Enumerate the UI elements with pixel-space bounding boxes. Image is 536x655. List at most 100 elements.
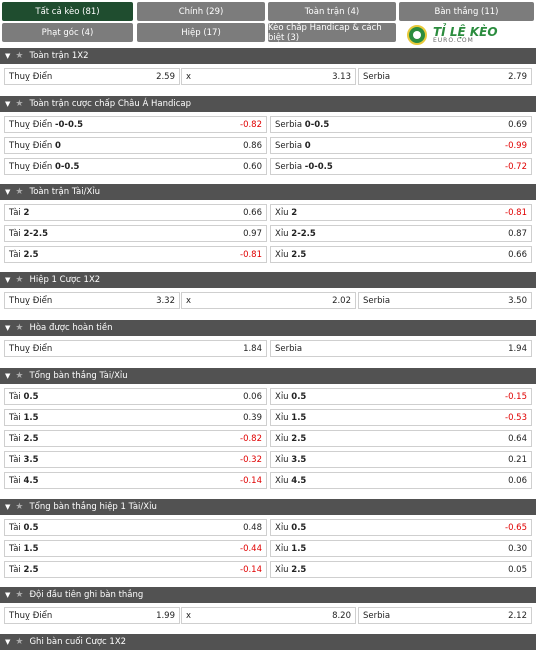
section-header[interactable]: ▼ ★ Toàn trận cược chấp Châu Á Handicap bbox=[0, 96, 536, 112]
odds-cell[interactable]: Thuỵ Điển 0-0.5 0.60 bbox=[4, 158, 267, 175]
odds-row: Tài 2.5 -0.14 Xỉu 2.5 0.05 bbox=[0, 561, 536, 582]
odds-value: 0.21 bbox=[508, 454, 527, 465]
odds-cell[interactable]: Tài 1.5 -0.44 bbox=[4, 540, 267, 557]
odds-cell[interactable]: Xỉu 1.5 0.30 bbox=[270, 540, 532, 557]
tab-2[interactable]: Chính (29) bbox=[137, 2, 265, 21]
handicap-line: 2.5 bbox=[23, 249, 39, 260]
section-header[interactable]: ▼ ★ Tổng bàn thắng Tài/Xỉu bbox=[0, 368, 536, 384]
odds-value: 2.79 bbox=[508, 71, 527, 82]
tab-1[interactable]: Tất cả kèo (81) bbox=[2, 2, 133, 21]
odds-cell[interactable]: Xỉu 4.5 0.06 bbox=[270, 472, 532, 489]
odds-cell[interactable]: Serbia 0 -0.99 bbox=[270, 137, 532, 154]
odds-cell[interactable]: Tài 2.5 -0.14 bbox=[4, 561, 267, 578]
section-title: Toàn trận cược chấp Châu Á Handicap bbox=[29, 99, 192, 109]
section-title: Hòa được hoàn tiền bbox=[29, 323, 113, 333]
odds-cell[interactable]: Tài 0.5 0.06 bbox=[4, 388, 267, 405]
odds-cell[interactable]: Xỉu 3.5 0.21 bbox=[270, 451, 532, 468]
star-icon[interactable]: ★ bbox=[15, 502, 24, 512]
star-icon[interactable]: ★ bbox=[15, 99, 24, 109]
odds-cell[interactable]: Tài 4.5 -0.14 bbox=[4, 472, 267, 489]
odds-cell[interactable]: x 8.20 bbox=[181, 607, 356, 624]
section-header[interactable]: ▼ ★ Hòa được hoàn tiền bbox=[0, 320, 536, 336]
odds-row: Tài 0.5 0.48 Xỉu 0.5 -0.65 bbox=[0, 519, 536, 540]
tab-4[interactable]: Bàn thắng (11) bbox=[399, 2, 534, 21]
selection-label: Serbia bbox=[363, 295, 391, 306]
chevron-down-icon: ▼ bbox=[5, 591, 11, 599]
odds-cell[interactable]: Xỉu 2.5 0.05 bbox=[270, 561, 532, 578]
odds-row: Thuỵ Điển 1.99 x 8.20 Serbia 2.12 bbox=[0, 607, 536, 628]
odds-cell[interactable]: Tài 2-2.5 0.97 bbox=[4, 225, 267, 242]
section-header[interactable]: ▼ ★ Toàn trận 1X2 bbox=[0, 48, 536, 64]
odds-cell[interactable]: Thuỵ Điển 3.32 bbox=[4, 292, 180, 309]
odds-cell[interactable]: Serbia -0-0.5 -0.72 bbox=[270, 158, 532, 175]
odds-row: Tài 2-2.5 0.97 Xỉu 2-2.5 0.87 bbox=[0, 225, 536, 246]
odds-cell[interactable]: Tài 2 0.66 bbox=[4, 204, 267, 221]
odds-row: Tài 4.5 -0.14 Xỉu 4.5 0.06 bbox=[0, 472, 536, 493]
odds-cell[interactable]: Serbia 0-0.5 0.69 bbox=[270, 116, 532, 133]
odds-cell[interactable]: Thuỵ Điển 2.59 bbox=[4, 68, 180, 85]
odds-value: -0.81 bbox=[505, 207, 527, 218]
odds-cell[interactable]: Xỉu 0.5 -0.15 bbox=[270, 388, 532, 405]
odds-value: 0.48 bbox=[243, 522, 262, 533]
odds-cell[interactable]: x 2.02 bbox=[181, 292, 356, 309]
tab-7[interactable]: Kèo chấp Handicap & cách biệt (3) bbox=[268, 23, 396, 43]
star-icon[interactable]: ★ bbox=[15, 275, 24, 285]
odds-value: 0.30 bbox=[508, 543, 527, 554]
star-icon[interactable]: ★ bbox=[15, 371, 24, 381]
section-header[interactable]: ▼ ★ Đội đầu tiên ghi bàn thắng bbox=[0, 587, 536, 603]
section-header[interactable]: ▼ ★ Tổng bàn thắng hiệp 1 Tài/Xỉu bbox=[0, 499, 536, 515]
tab-5[interactable]: Phạt góc (4) bbox=[2, 23, 133, 42]
odds-cell[interactable]: Serbia 2.12 bbox=[358, 607, 532, 624]
chevron-down-icon: ▼ bbox=[5, 638, 11, 646]
odds-row: Tài 0.5 0.06 Xỉu 0.5 -0.15 bbox=[0, 388, 536, 409]
section-title: Toàn trận 1X2 bbox=[29, 51, 89, 61]
odds-row: Tài 2.5 -0.82 Xỉu 2.5 0.64 bbox=[0, 430, 536, 451]
odds-cell[interactable]: Thuỵ Điển -0-0.5 -0.82 bbox=[4, 116, 267, 133]
star-icon[interactable]: ★ bbox=[15, 590, 24, 600]
star-icon[interactable]: ★ bbox=[15, 323, 24, 333]
odds-cell[interactable]: Xỉu 2-2.5 0.87 bbox=[270, 225, 532, 242]
handicap-line: -0-0.5 bbox=[304, 161, 333, 172]
odds-cell[interactable]: x 3.13 bbox=[181, 68, 356, 85]
star-icon[interactable]: ★ bbox=[15, 637, 24, 647]
selection-label: Thuỵ Điển bbox=[9, 610, 53, 621]
section-title: Tổng bàn thắng hiệp 1 Tài/Xỉu bbox=[29, 502, 157, 512]
odds-cell[interactable]: Thuỵ Điển 1.99 bbox=[4, 607, 180, 624]
odds-row: Thuỵ Điển 3.32 x 2.02 Serbia 3.50 bbox=[0, 292, 536, 313]
odds-cell[interactable]: Serbia 3.50 bbox=[358, 292, 532, 309]
odds-cell[interactable]: Tài 3.5 -0.32 bbox=[4, 451, 267, 468]
odds-cell[interactable]: Xỉu 0.5 -0.65 bbox=[270, 519, 532, 536]
odds-cell[interactable]: Serbia 2.79 bbox=[358, 68, 532, 85]
handicap-line: -0-0.5 bbox=[54, 119, 83, 130]
odds-cell[interactable]: Serbia 1.94 bbox=[270, 340, 532, 357]
star-icon[interactable]: ★ bbox=[15, 187, 24, 197]
odds-cell[interactable]: Tài 2.5 -0.81 bbox=[4, 246, 267, 263]
tab-3[interactable]: Toàn trận (4) bbox=[268, 2, 396, 21]
tab-6[interactable]: Hiệp (17) bbox=[137, 23, 265, 42]
odds-cell[interactable]: Tài 1.5 0.39 bbox=[4, 409, 267, 426]
handicap-line: 0-0.5 bbox=[54, 161, 80, 172]
section-header[interactable]: ▼ ★ Ghi bàn cuối Cược 1X2 bbox=[0, 634, 536, 650]
selection-label: Tài 2.5 bbox=[9, 249, 39, 260]
odds-cell[interactable]: Xỉu 2.5 0.66 bbox=[270, 246, 532, 263]
odds-section: ▼ ★ Toàn trận cược chấp Châu Á Handicap Thu… bbox=[0, 96, 536, 179]
odds-cell[interactable]: Tài 0.5 0.48 bbox=[4, 519, 267, 536]
star-icon[interactable]: ★ bbox=[15, 51, 24, 61]
selection-label: Tài 4.5 bbox=[9, 475, 39, 486]
odds-value: -0.99 bbox=[505, 140, 527, 151]
handicap-line: 3.5 bbox=[291, 454, 307, 465]
selection-label: Xỉu 1.5 bbox=[275, 412, 307, 423]
handicap-line: 2.5 bbox=[291, 433, 307, 444]
odds-cell[interactable]: Xỉu 1.5 -0.53 bbox=[270, 409, 532, 426]
section-header[interactable]: ▼ ★ Toàn trận Tài/Xỉu bbox=[0, 184, 536, 200]
odds-cell[interactable]: Xỉu 2 -0.81 bbox=[270, 204, 532, 221]
section-header[interactable]: ▼ ★ Hiệp 1 Cược 1X2 bbox=[0, 272, 536, 288]
odds-cell[interactable]: Thuỵ Điển 1.84 bbox=[4, 340, 267, 357]
odds-cell[interactable]: Xỉu 2.5 0.64 bbox=[270, 430, 532, 447]
odds-cell[interactable]: Thuỵ Điển 0 0.86 bbox=[4, 137, 267, 154]
odds-value: -0.81 bbox=[240, 249, 262, 260]
odds-cell[interactable]: Tài 2.5 -0.82 bbox=[4, 430, 267, 447]
handicap-line: 2 bbox=[23, 207, 30, 218]
odds-value: -0.15 bbox=[505, 391, 527, 402]
handicap-line: 2.5 bbox=[291, 564, 307, 575]
